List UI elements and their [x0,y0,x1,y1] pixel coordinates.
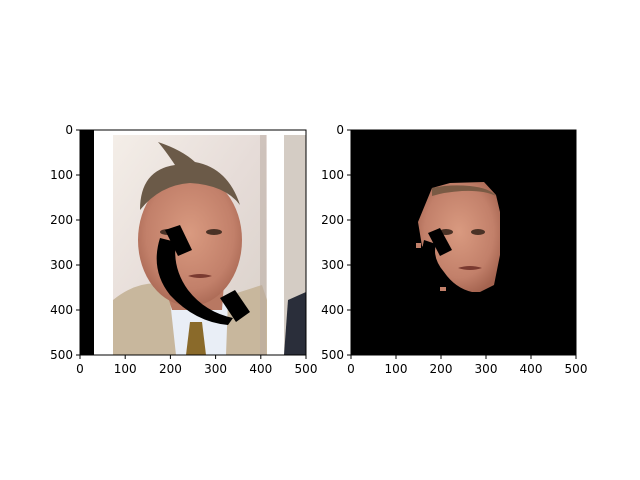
right-ytick-label: 500 [321,348,344,362]
right-xtick-label: 200 [430,362,453,376]
right-ytick-label: 400 [321,303,344,317]
left-xtick-label: 100 [114,362,137,376]
left-xtick-label: 300 [204,362,227,376]
left-image [80,130,306,355]
left-ytick-label: 500 [50,348,73,362]
left-xtick-label: 500 [295,362,318,376]
right-ytick-label: 300 [321,258,344,272]
right-ytick-label: 200 [321,213,344,227]
right-image [351,130,576,355]
left-ytick-label: 100 [50,168,73,182]
right-axes-frame [350,129,577,356]
left-axes-frame [79,129,307,356]
right-xtick-label: 400 [520,362,543,376]
right-ytick-label: 100 [321,168,344,182]
left-ytick-label: 300 [50,258,73,272]
right-xtick-label: 300 [475,362,498,376]
left-xtick-label: 0 [76,362,84,376]
left-ytick-label: 0 [65,123,73,137]
right-xtick-label: 0 [347,362,355,376]
left-xtick-label: 400 [249,362,272,376]
left-ytick-label: 400 [50,303,73,317]
left-xtick-label: 200 [159,362,182,376]
right-ytick-label: 0 [336,123,344,137]
right-xtick-label: 500 [565,362,588,376]
right-xtick-label: 100 [385,362,408,376]
left-ytick-label: 200 [50,213,73,227]
